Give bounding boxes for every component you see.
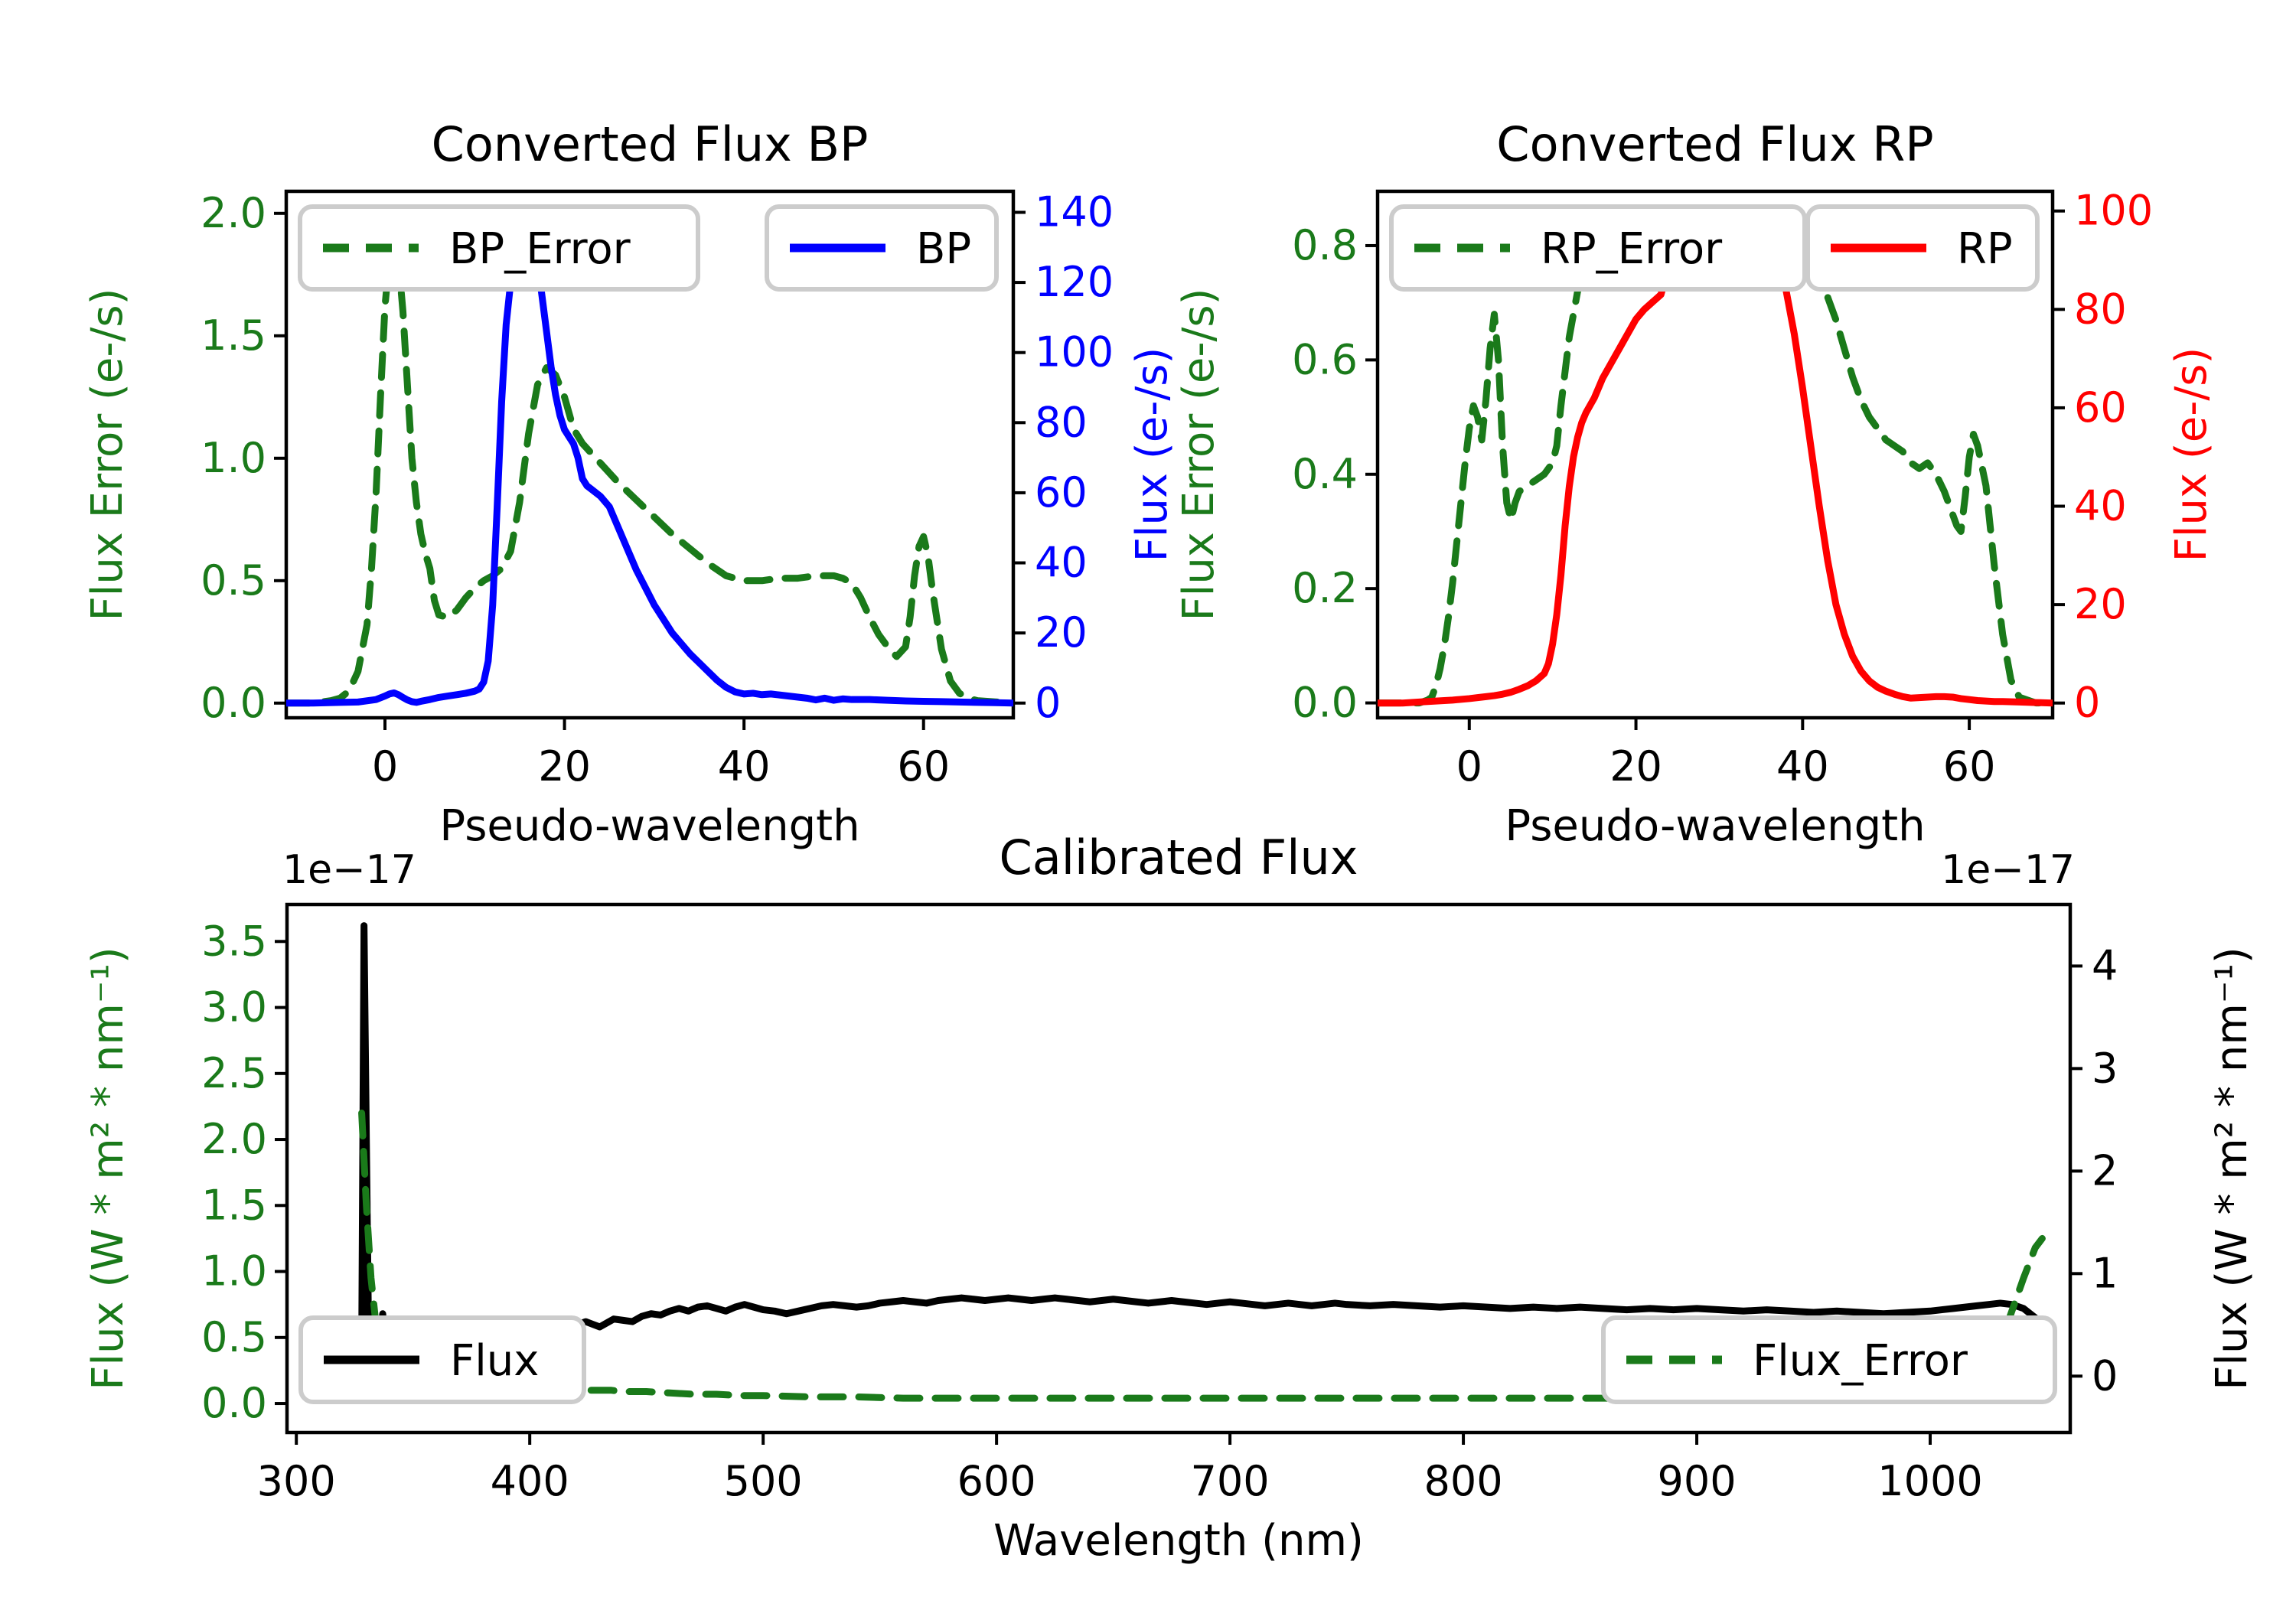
cal-xtick-label: 500 — [724, 1457, 803, 1505]
cal-xtick-label: 600 — [957, 1457, 1036, 1505]
bp-ytick-right-label: 80 — [1035, 398, 1088, 446]
cal-ytick-left-label: 2.5 — [201, 1049, 267, 1097]
cal-ytick-right-label: 3 — [2092, 1044, 2118, 1092]
bp-legend-flux-label: BP — [916, 224, 971, 274]
bp-series-bp — [286, 210, 1013, 707]
rp-ytick-right-label: 100 — [2074, 187, 2153, 235]
cal-ytick-left-label: 0.5 — [201, 1313, 267, 1361]
bp-legend-error-label: BP_Error — [449, 224, 631, 274]
rp-yaxis-label-left: Flux Error (e-/s) — [1174, 288, 1224, 621]
rp-ytick-right-label: 60 — [2074, 383, 2127, 432]
cal-ytick-left-label: 0.0 — [201, 1379, 267, 1427]
cal-xtick-label: 1000 — [1877, 1457, 1982, 1505]
bp-ytick-right-label: 100 — [1035, 328, 1114, 376]
cal-yaxis-label-left: Flux (W * m² * nm⁻¹) — [83, 947, 133, 1390]
bp-xtick-label: 60 — [897, 742, 950, 790]
cal-xtick-label: 900 — [1658, 1457, 1737, 1505]
rp-xtick-label: 60 — [1943, 742, 1996, 790]
panel-rp: 0 20 40 60 Pseudo-wavelength 0.0 0.2 0.4 0.6 0.8 0… — [1174, 116, 2216, 851]
rp-plot-frame — [1375, 189, 2055, 720]
cal-title: Calibrated Flux — [1000, 830, 1358, 885]
bp-ytick-right-label: 0 — [1035, 679, 1061, 727]
cal-xtick-label: 700 — [1191, 1457, 1270, 1505]
bp-plot-frame — [284, 189, 1016, 720]
cal-xtick-label: 400 — [491, 1457, 569, 1505]
cal-ytick-right-label: 0 — [2092, 1351, 2118, 1400]
rp-ytick-right-label: 20 — [2074, 580, 2127, 628]
cal-legend-flux-label: Flux — [450, 1336, 539, 1386]
bp-ytick-left-label: 0.0 — [201, 679, 266, 727]
rp-ytick-left-label: 0.6 — [1292, 335, 1358, 383]
panel-cal: 300 400 500 600 700 800 900 1000 Wavelength (nm)… — [83, 830, 2257, 1566]
bp-xtick-label: 0 — [372, 742, 398, 790]
rp-ytick-left-label: 0.4 — [1292, 450, 1358, 498]
bp-ytick-right-label: 120 — [1035, 258, 1114, 306]
rp-legend-error-label: RP_Error — [1541, 224, 1723, 274]
rp-legend-flux-label: RP — [1957, 224, 2013, 274]
rp-ytick-left-label: 0.0 — [1292, 679, 1358, 727]
rp-xtick-label: 20 — [1609, 742, 1662, 790]
cal-plot-frame — [285, 902, 2073, 1435]
rp-ytick-left-label: 0.2 — [1292, 564, 1358, 612]
cal-xtick-label: 300 — [257, 1457, 336, 1505]
rp-ytick-left-label: 0.8 — [1292, 221, 1358, 269]
rp-xtick-label: 0 — [1456, 742, 1482, 790]
cal-ytick-left-label: 1.5 — [201, 1181, 267, 1229]
cal-xaxis-label: Wavelength (nm) — [993, 1516, 1364, 1566]
rp-ytick-right-label: 0 — [2074, 679, 2100, 727]
rp-ytick-right-label: 80 — [2074, 285, 2127, 333]
cal-legend-flux-box[interactable] — [298, 1315, 586, 1404]
bp-ytick-left-label: 1.5 — [201, 311, 266, 360]
cal-ytick-right-label: 1 — [2092, 1249, 2118, 1297]
bp-ytick-left-label: 0.5 — [201, 556, 266, 605]
bp-xtick-label: 20 — [538, 742, 591, 790]
cal-ytick-left-label: 1.0 — [201, 1247, 267, 1296]
cal-ytick-right-label: 2 — [2092, 1146, 2118, 1195]
cal-offset-right: 1e−17 — [1941, 847, 2075, 893]
bp-yaxis-label-left: Flux Error (e-/s) — [83, 288, 132, 621]
cal-ytick-right-label: 4 — [2092, 941, 2118, 989]
rp-xtick-label: 40 — [1776, 742, 1829, 790]
cal-legend-error-box[interactable] — [1601, 1315, 2057, 1404]
cal-legend-error-label: Flux_Error — [1753, 1336, 1968, 1386]
rp-legend-error-box[interactable] — [1389, 204, 1807, 292]
cal-ytick-left-label: 2.0 — [201, 1115, 267, 1163]
bp-yaxis-label-right: Flux (e-/s) — [1127, 347, 1177, 562]
rp-yaxis-label-right: Flux (e-/s) — [2167, 347, 2216, 562]
cal-offset-left: 1e−17 — [282, 847, 416, 893]
bp-title: Converted Flux BP — [432, 116, 869, 172]
cal-ytick-left-label: 3.5 — [201, 917, 267, 965]
bp-xtick-label: 40 — [718, 742, 771, 790]
rp-ytick-right-label: 40 — [2074, 482, 2127, 530]
cal-series-flux — [358, 922, 2050, 1367]
bp-series-bp_error — [286, 236, 1013, 707]
cal-ytick-left-label: 3.0 — [201, 983, 267, 1032]
bp-ytick-right-label: 20 — [1035, 608, 1088, 657]
rp-xaxis-label: Pseudo-wavelength — [1505, 801, 1925, 851]
bp-legend-error-box[interactable] — [298, 204, 700, 292]
cal-yaxis-label-right: Flux (W * m² * nm⁻¹) — [2207, 947, 2257, 1390]
panel-bp: 0 20 40 60 Pseudo-wavelength 0.0 0.5 1.0 1.5 2.0 0… — [83, 116, 1177, 851]
bp-xaxis-label: Pseudo-wavelength — [439, 801, 859, 851]
bp-ytick-left-label: 2.0 — [201, 189, 266, 237]
rp-title: Converted Flux RP — [1496, 116, 1933, 172]
bp-ytick-right-label: 60 — [1035, 468, 1088, 517]
bp-ytick-right-label: 40 — [1035, 539, 1088, 587]
bp-ytick-left-label: 1.0 — [201, 434, 266, 482]
bp-ytick-right-label: 140 — [1035, 187, 1114, 236]
cal-xtick-label: 800 — [1424, 1457, 1503, 1505]
